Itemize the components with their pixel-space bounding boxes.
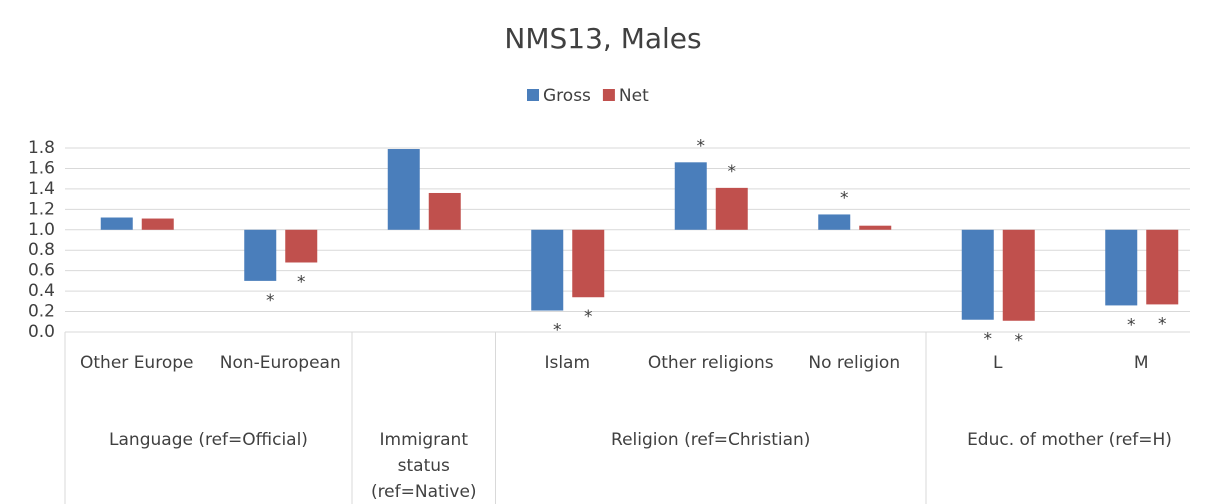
bar — [531, 229, 564, 311]
bar — [1002, 229, 1035, 321]
group-label: Religion (ref=Christian) — [611, 430, 811, 450]
significance-marker: * — [1015, 331, 1024, 351]
y-tick-label: 0.6 — [28, 261, 55, 281]
significance-marker: * — [984, 330, 993, 350]
x-tick-label: Islam — [544, 353, 591, 373]
bar — [859, 225, 892, 230]
significance-marker: * — [266, 291, 275, 311]
x-tick-label: Other religions — [647, 353, 774, 373]
y-tick-label: 0.8 — [28, 240, 55, 260]
group-label: Educ. of mother (ref=H) — [967, 430, 1172, 450]
bar — [387, 149, 420, 230]
x-tick-label: L — [993, 353, 1003, 373]
y-tick-label: 1.8 — [28, 138, 55, 158]
y-tick-label: 1.2 — [28, 199, 55, 219]
significance-marker: * — [1158, 314, 1167, 334]
significance-marker: * — [553, 321, 562, 341]
y-tick-label: 0.2 — [28, 302, 55, 322]
legend-label: Gross — [543, 86, 591, 106]
significance-marker: * — [1127, 315, 1136, 335]
y-tick-label: 0.0 — [28, 322, 55, 342]
bar — [244, 229, 277, 281]
y-tick-label: 1.4 — [28, 179, 55, 199]
group-label: Immigrant status (ref=Native) — [370, 430, 477, 502]
bar — [285, 229, 318, 263]
bar — [572, 229, 605, 298]
significance-marker: * — [728, 162, 737, 182]
chart-title: NMS13, Males — [504, 22, 701, 55]
legend-swatch — [602, 89, 615, 101]
bar — [428, 192, 461, 230]
group-label: Language (ref=Official) — [109, 430, 308, 450]
x-tick-label: Other Europe — [80, 353, 194, 373]
x-tick-label: No religion — [808, 353, 901, 373]
bar — [818, 214, 851, 230]
significance-marker: * — [697, 136, 706, 156]
x-tick-label: Non-European — [219, 353, 341, 373]
y-tick-label: 1.6 — [28, 158, 55, 178]
legend-label: Net — [619, 86, 649, 106]
legend-swatch — [527, 89, 539, 101]
x-tick-label: M — [1133, 353, 1149, 373]
significance-marker: * — [584, 307, 593, 327]
bar — [674, 162, 707, 230]
y-tick-label: 0.4 — [28, 281, 55, 301]
significance-marker: * — [297, 272, 306, 292]
y-tick-label: 1.0 — [28, 220, 55, 240]
bar — [715, 187, 748, 230]
bar — [961, 229, 994, 320]
bar — [1105, 229, 1138, 306]
bar — [141, 218, 174, 230]
bar — [1146, 229, 1179, 305]
significance-marker: * — [840, 188, 849, 208]
bar — [100, 217, 133, 230]
